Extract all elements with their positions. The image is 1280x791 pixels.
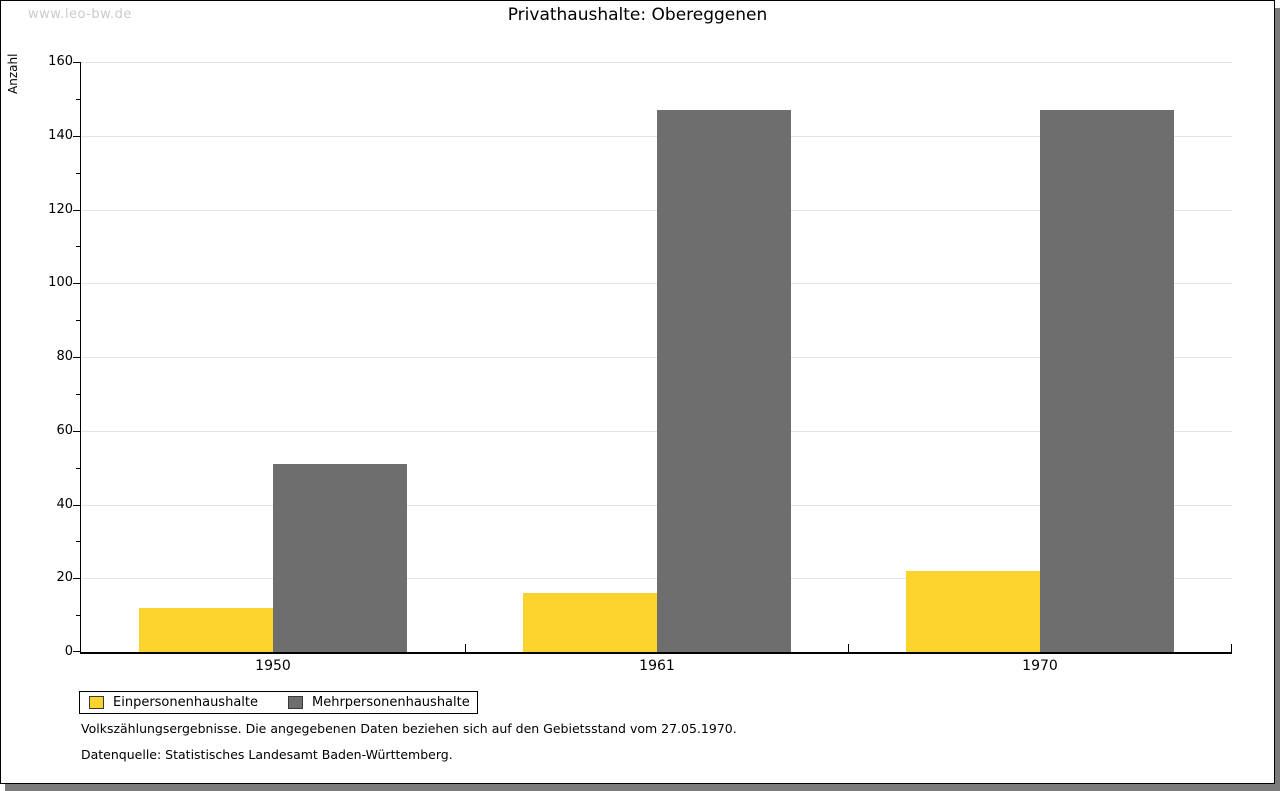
watermark: www.leo-bw.de — [28, 7, 132, 22]
y-axis-minor-tick — [76, 246, 81, 247]
y-gridline — [81, 431, 1232, 432]
y-axis-tick — [73, 210, 81, 211]
y-axis-minor-tick — [76, 320, 81, 321]
bar-mehrpersonenhaushalte — [657, 110, 791, 652]
y-axis-tick-label: 140 — [48, 128, 73, 143]
bar-einpersonenhaushalte — [523, 593, 657, 652]
legend-swatch-yellow-icon — [89, 696, 104, 709]
y-axis-minor-tick — [76, 615, 81, 616]
y-axis-tick — [73, 651, 81, 652]
y-axis-tick-label: 20 — [56, 570, 73, 585]
y-axis-tick-label: 120 — [48, 202, 73, 217]
x-axis-tick — [1231, 644, 1232, 652]
legend-item-mehrpersonenhaushalte: Mehrpersonenhaushalte — [288, 695, 470, 710]
y-axis-minor-tick — [76, 173, 81, 174]
y-axis-tick — [73, 357, 81, 358]
bar-einpersonenhaushalte — [139, 608, 273, 652]
legend: Einpersonenhaushalte Mehrpersonenhaushal… — [79, 691, 478, 714]
y-gridline — [81, 210, 1232, 211]
y-axis-tick-label: 0 — [64, 644, 73, 659]
y-axis-tick — [73, 62, 81, 63]
y-axis-tick — [73, 578, 81, 579]
bar-einpersonenhaushalte — [906, 571, 1040, 652]
y-axis-tick — [73, 431, 81, 432]
legend-label-mehrpersonenhaushalte: Mehrpersonenhaushalte — [312, 695, 470, 710]
bar-mehrpersonenhaushalte — [1040, 110, 1174, 652]
y-axis-tick — [73, 505, 81, 506]
y-axis-tick-label: 100 — [48, 275, 73, 290]
chart-title: Privathaushalte: Obereggenen — [507, 5, 768, 25]
y-gridline — [81, 357, 1232, 358]
y-axis-tick-label: 40 — [56, 497, 73, 512]
y-axis-minor-tick — [76, 394, 81, 395]
x-axis-tick — [465, 644, 466, 652]
legend-item-einpersonenhaushalte: Einpersonenhaushalte — [89, 695, 258, 710]
y-gridline — [81, 62, 1232, 63]
y-axis-minor-tick — [76, 99, 81, 100]
bar-mehrpersonenhaushalte — [273, 464, 407, 652]
x-axis-category-label: 1950 — [255, 658, 291, 674]
y-gridline — [81, 136, 1232, 137]
y-axis-tick-label: 160 — [48, 54, 73, 69]
footnote-data-source: Datenquelle: Statistisches Landesamt Bad… — [81, 747, 453, 762]
y-axis-tick-label: 80 — [56, 349, 73, 364]
y-gridline — [81, 505, 1232, 506]
x-axis-category-label: 1961 — [639, 658, 675, 674]
plot-area — [73, 62, 1232, 654]
y-axis-minor-tick — [76, 541, 81, 542]
footnote-census-note: Volkszählungsergebnisse. Die angegebenen… — [81, 721, 737, 736]
x-axis-tick — [848, 644, 849, 652]
y-axis-tick — [73, 136, 81, 137]
y-gridline — [81, 578, 1232, 579]
y-gridline — [81, 283, 1232, 284]
x-axis-category-label: 1970 — [1022, 658, 1058, 674]
y-axis-minor-tick — [76, 468, 81, 469]
legend-label-einpersonenhaushalte: Einpersonenhaushalte — [113, 695, 258, 710]
y-axis-title: Anzahl — [6, 53, 20, 94]
y-axis-tick — [73, 283, 81, 284]
y-axis-tick-label: 60 — [56, 423, 73, 438]
legend-swatch-gray-icon — [288, 696, 303, 709]
